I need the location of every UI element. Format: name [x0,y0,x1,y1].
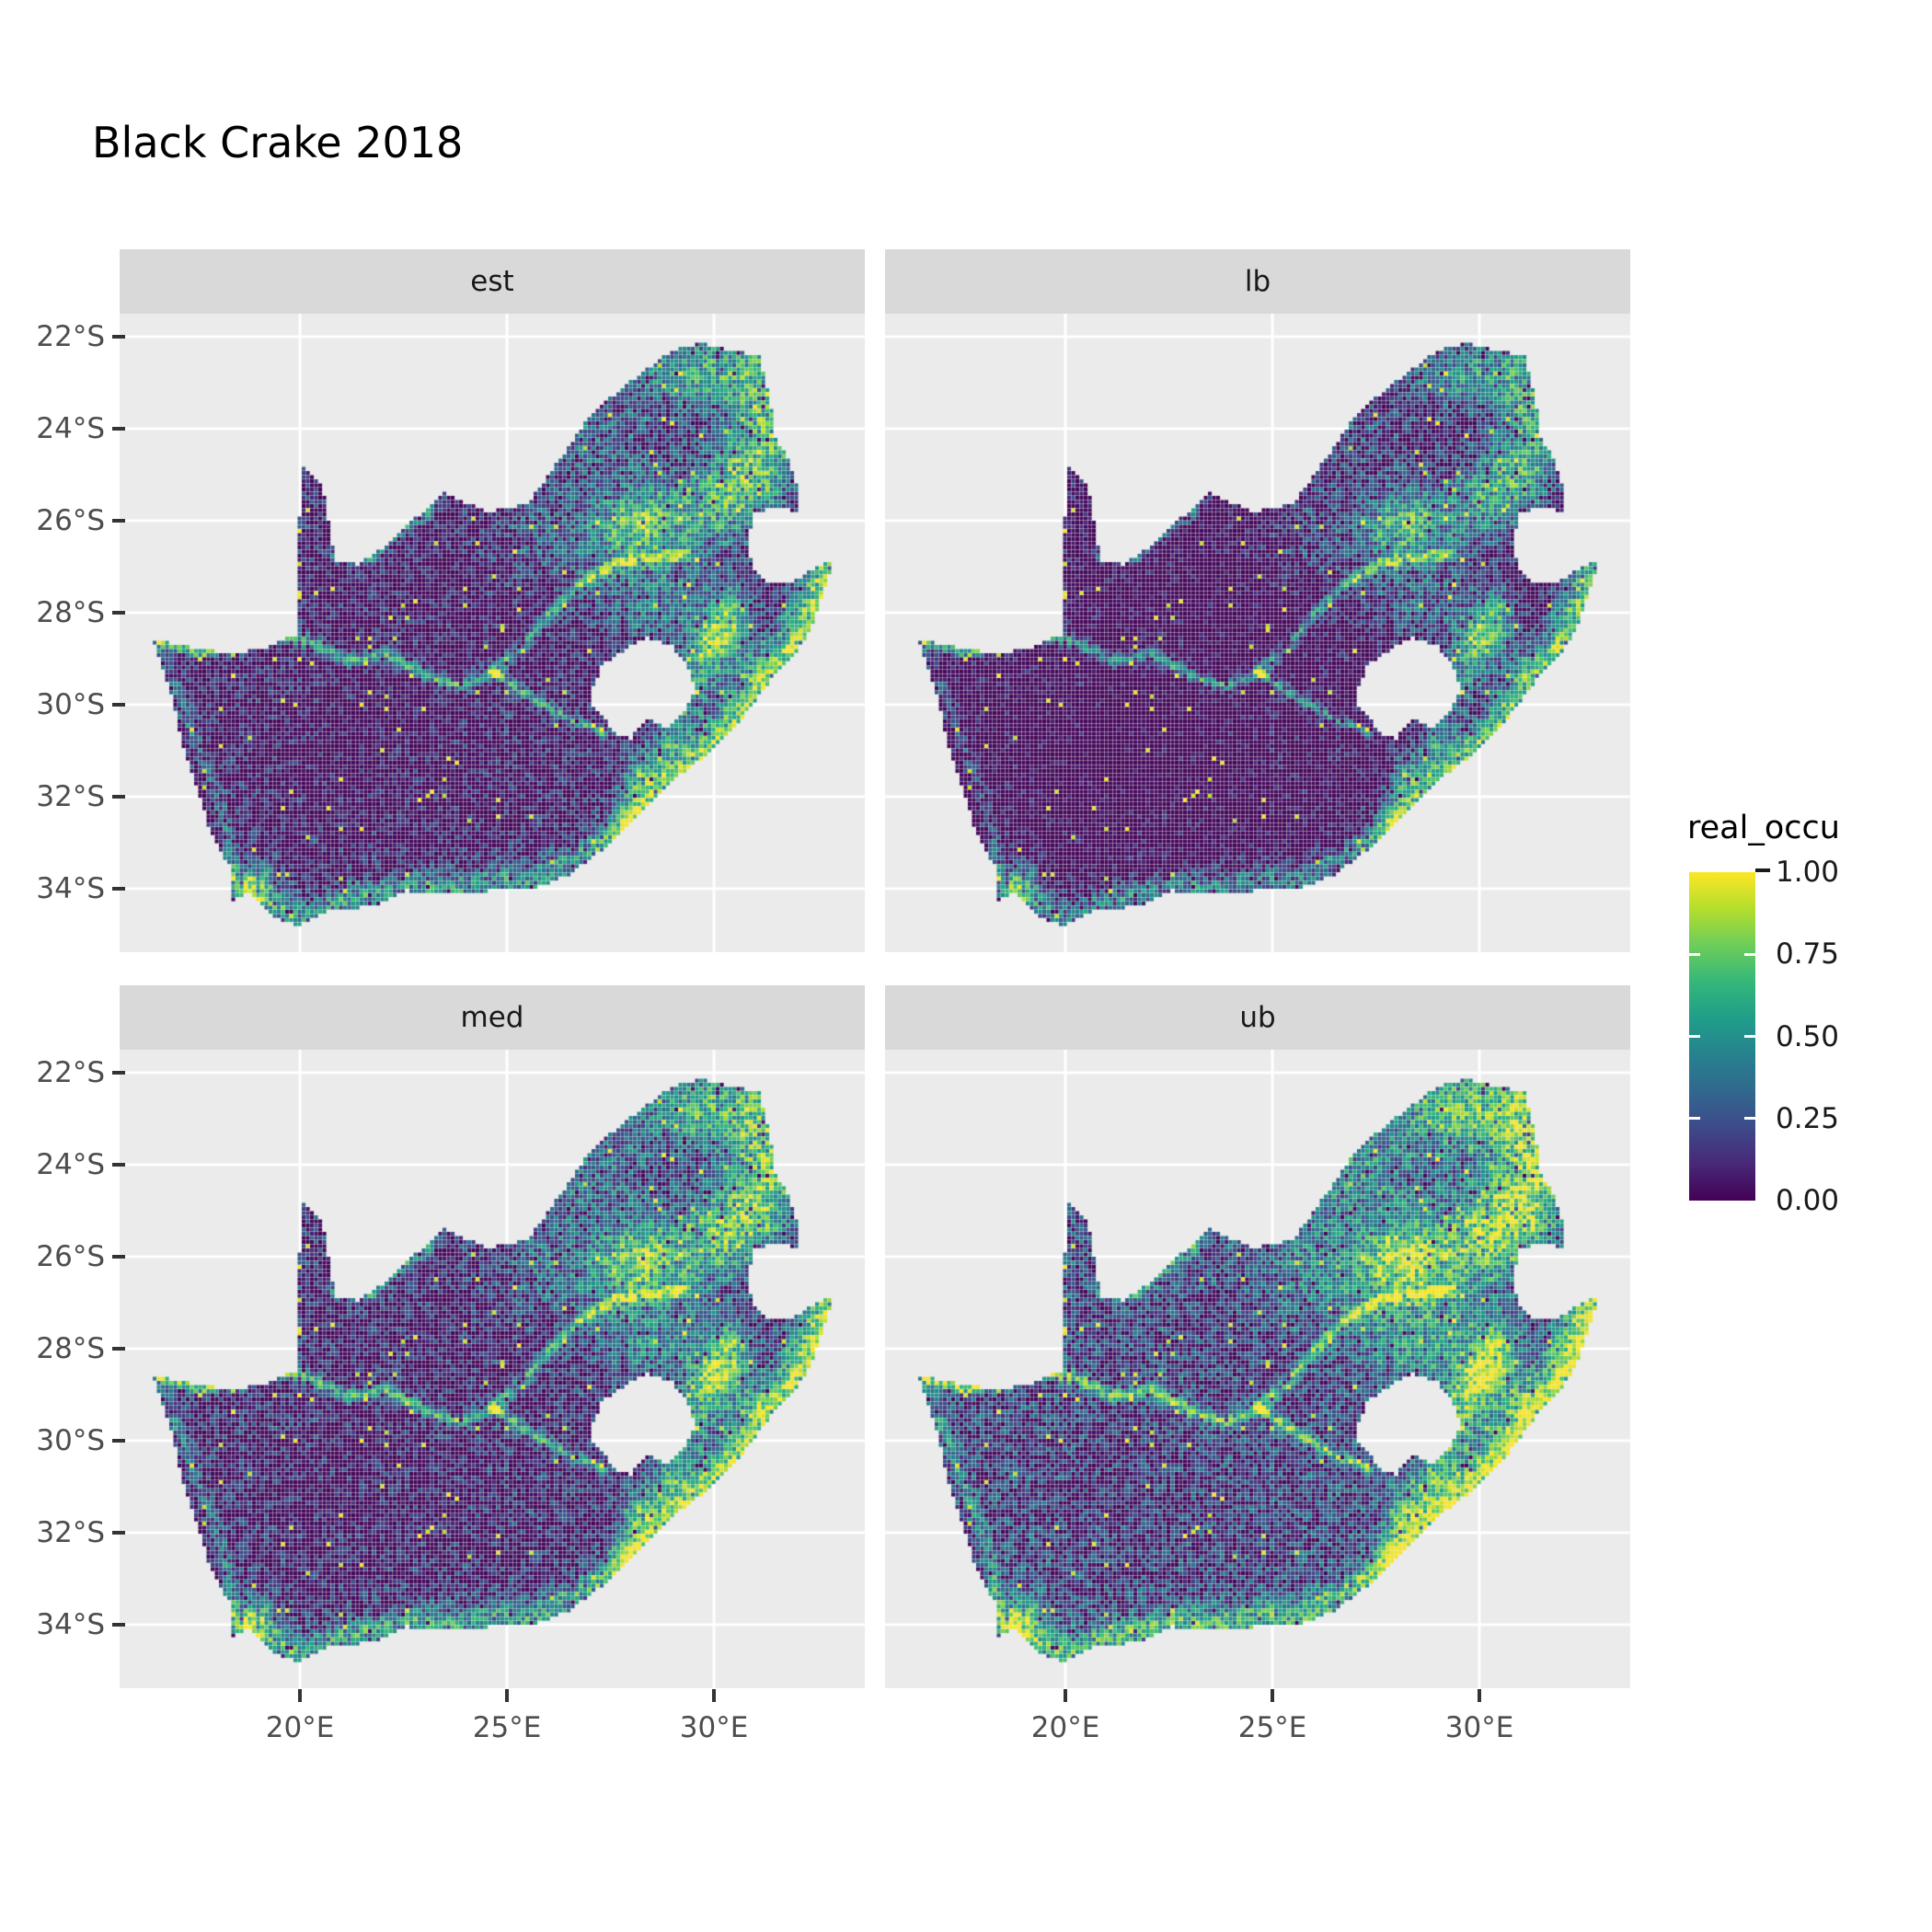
y-tick-mark [112,887,125,891]
legend-tick-mark [1689,1117,1700,1121]
map-panel-ub [885,1050,1630,1688]
y-tick-mark [112,703,125,707]
legend-title: real_occu [1687,810,1840,846]
x-tick-mark [712,1689,717,1702]
legend-tick-mark [1744,952,1755,956]
y-tick-mark [112,519,125,523]
y-axis-label: 34°S [36,872,105,905]
y-tick-mark [112,427,125,431]
legend-tick-label: 0.00 [1776,1184,1840,1217]
x-axis-label: 30°E [679,1711,749,1744]
x-axis-label: 30°E [1444,1711,1514,1744]
y-axis-label: 26°S [36,1240,105,1273]
map-panel-med [120,1050,865,1688]
y-tick-mark [112,1255,125,1259]
legend-tick-mark [1744,1035,1755,1038]
y-axis-label: 22°S [36,1056,105,1089]
facet-strip-label: lb [1244,265,1271,298]
y-axis-label: 24°S [36,1148,105,1181]
legend-top-tick-mark [1755,868,1770,872]
y-tick-mark [112,611,125,615]
legend-tick-mark [1744,1117,1755,1121]
facet-strip-est: est [120,249,865,314]
legend-tick-label: 0.25 [1776,1101,1840,1135]
y-tick-mark [112,1439,125,1443]
x-axis-label: 25°E [472,1711,542,1744]
x-axis-label: 20°E [265,1711,335,1744]
y-axis-label: 34°S [36,1608,105,1641]
facet-strip-label: est [470,265,514,298]
x-tick-mark [505,1689,510,1702]
y-axis-label: 22°S [36,320,105,353]
facet-strip-lb: lb [885,249,1630,314]
y-axis-label: 32°S [36,1516,105,1549]
y-axis-label: 24°S [36,412,105,445]
legend-tick-mark [1689,1035,1700,1038]
map-panel-est [120,314,865,952]
x-axis-label: 20°E [1030,1711,1100,1744]
y-tick-mark [112,795,125,799]
x-tick-mark [298,1689,303,1702]
legend-tick-label: 0.75 [1776,937,1840,972]
y-tick-mark [112,1347,125,1351]
legend-tick-mark [1689,952,1700,956]
x-tick-mark [1271,1689,1275,1702]
y-tick-mark [112,1163,125,1167]
facet-strip-label: ub [1239,1001,1276,1034]
x-tick-mark [1064,1689,1068,1702]
y-axis-label: 32°S [36,780,105,813]
plot-title: Black Crake 2018 [92,118,464,167]
y-axis-label: 30°S [36,688,105,721]
y-axis-label: 28°S [36,596,105,629]
y-tick-mark [112,335,125,339]
x-tick-mark [1478,1689,1482,1702]
legend-tick-label: 0.50 [1776,1019,1840,1053]
y-axis-label: 30°S [36,1424,105,1457]
y-axis-label: 26°S [36,504,105,537]
map-panel-lb [885,314,1630,952]
y-tick-mark [112,1623,125,1627]
y-tick-mark [112,1071,125,1075]
legend-tick-label: 1.00 [1776,856,1840,889]
facet-strip-med: med [120,985,865,1050]
x-axis-label: 25°E [1237,1711,1307,1744]
y-axis-label: 28°S [36,1332,105,1365]
facet-strip-label: med [460,1001,524,1034]
facet-strip-ub: ub [885,985,1630,1050]
y-tick-mark [112,1531,125,1535]
